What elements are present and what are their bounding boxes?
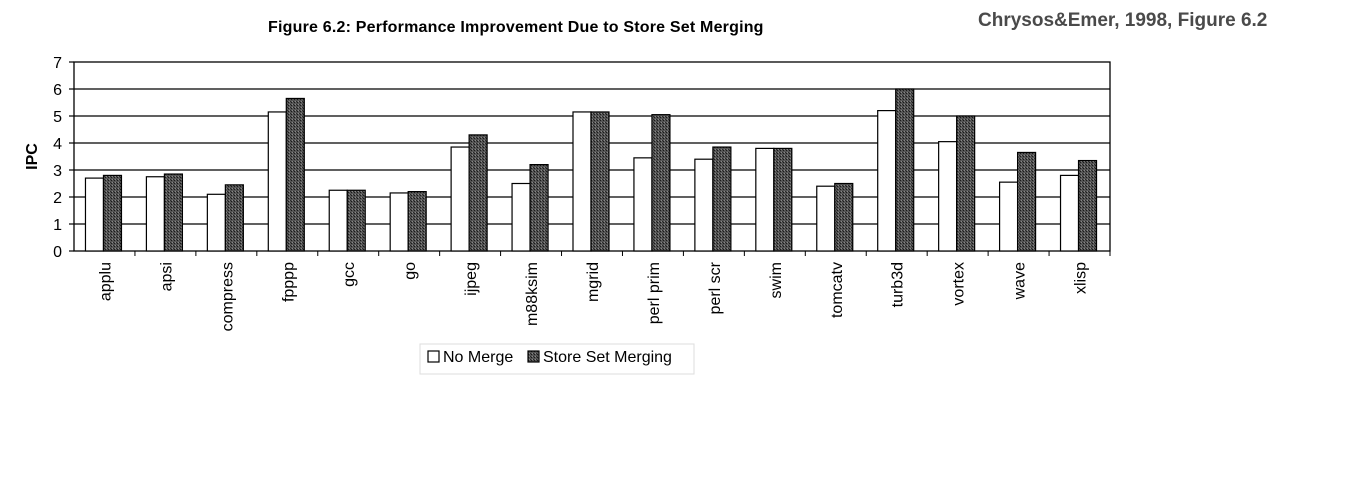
y-tick-label: 5 [53,109,62,126]
bar-no-merge [511,182,531,252]
bar-store-set-merging [773,147,793,252]
legend-label-no-merge: No Merge [443,349,513,366]
bar-no-merge [877,109,897,252]
bar-no-merge [755,147,775,252]
bar-store-set-merging [285,97,305,252]
bar-no-merge [389,192,409,252]
bar-no-merge [572,111,592,252]
bar-store-set-merging [651,114,671,252]
bar-no-merge [267,111,287,252]
legend-label-store-set-merging: Store Set Merging [543,349,672,366]
bar-store-set-merging [590,111,610,252]
bar-store-set-merging [224,184,244,252]
legend-swatch-no-merge [427,350,440,363]
y-tick-labels: 0 1 2 3 4 5 6 7 [53,55,74,261]
x-tick-label: perl prim [646,262,663,324]
bar-no-merge [998,181,1019,252]
x-tick-label: go [402,262,419,280]
bar-store-set-merging [468,134,488,252]
bar-store-set-merging [956,115,976,252]
bar-no-merge [938,141,958,252]
x-tick-label: tomcatv [829,262,846,318]
x-tick-label: m88ksim [524,262,541,326]
y-tick-label: 2 [53,190,62,207]
bars [84,88,1098,252]
citation-text: Chrysos&Emer, 1998, Figure 6.2 [978,10,1268,31]
bar-no-merge [816,185,836,252]
bar-store-set-merging [834,182,854,252]
x-tick-label: mgrid [585,262,602,302]
bar-no-merge [633,157,653,252]
x-tick-label: gcc [341,262,358,287]
bar-store-set-merging [407,191,427,252]
bar-no-merge [694,158,714,252]
y-tick-label: 3 [53,163,62,180]
bar-no-merge [145,176,166,252]
legend-box [419,343,695,375]
x-tick-label: vortex [951,262,968,306]
chart-title: Figure 6.2: Performance Improvement Due … [268,19,764,36]
x-tick-label: swim [768,262,785,298]
bar-store-set-merging [712,146,732,252]
bar-store-set-merging [102,174,123,252]
x-tick-label: ijpeg [463,262,480,296]
x-tick-label: applu [97,262,114,301]
y-tick-label: 7 [53,55,62,72]
x-tick-label: compress [219,262,236,331]
y-axis-label: IPC [24,143,41,170]
bar-store-set-merging [163,173,184,252]
bar-store-set-merging [1016,151,1037,252]
y-tick-label: 4 [53,136,62,153]
y-tick-label: 1 [53,217,62,234]
bar-store-set-merging [346,189,366,252]
bar-no-merge [1059,174,1080,252]
x-tick-label: wave [1012,262,1029,300]
x-tick-labels: applu apsi compress fpppp gcc go ijpeg m88ksim m… [97,251,1111,331]
bar-no-merge [328,189,348,252]
x-tick-label: xlisp [1073,262,1090,294]
bar-store-set-merging [895,88,915,252]
bar-store-set-merging [1077,159,1098,252]
bar-no-merge [206,193,226,252]
y-tick-label: 6 [53,82,62,99]
legend: No Merge Store Set Merging [419,343,695,375]
x-tick-label: perl scr [707,261,724,314]
x-tick-label: turb3d [890,262,907,307]
x-tick-label: apsi [158,262,175,291]
bar-store-set-merging [529,164,549,252]
bar-no-merge [450,146,470,252]
bar-no-merge [84,177,105,252]
x-tick-label: fpppp [280,262,297,302]
y-tick-label: 0 [53,244,62,261]
legend-swatch-store-set-merging [527,350,540,363]
